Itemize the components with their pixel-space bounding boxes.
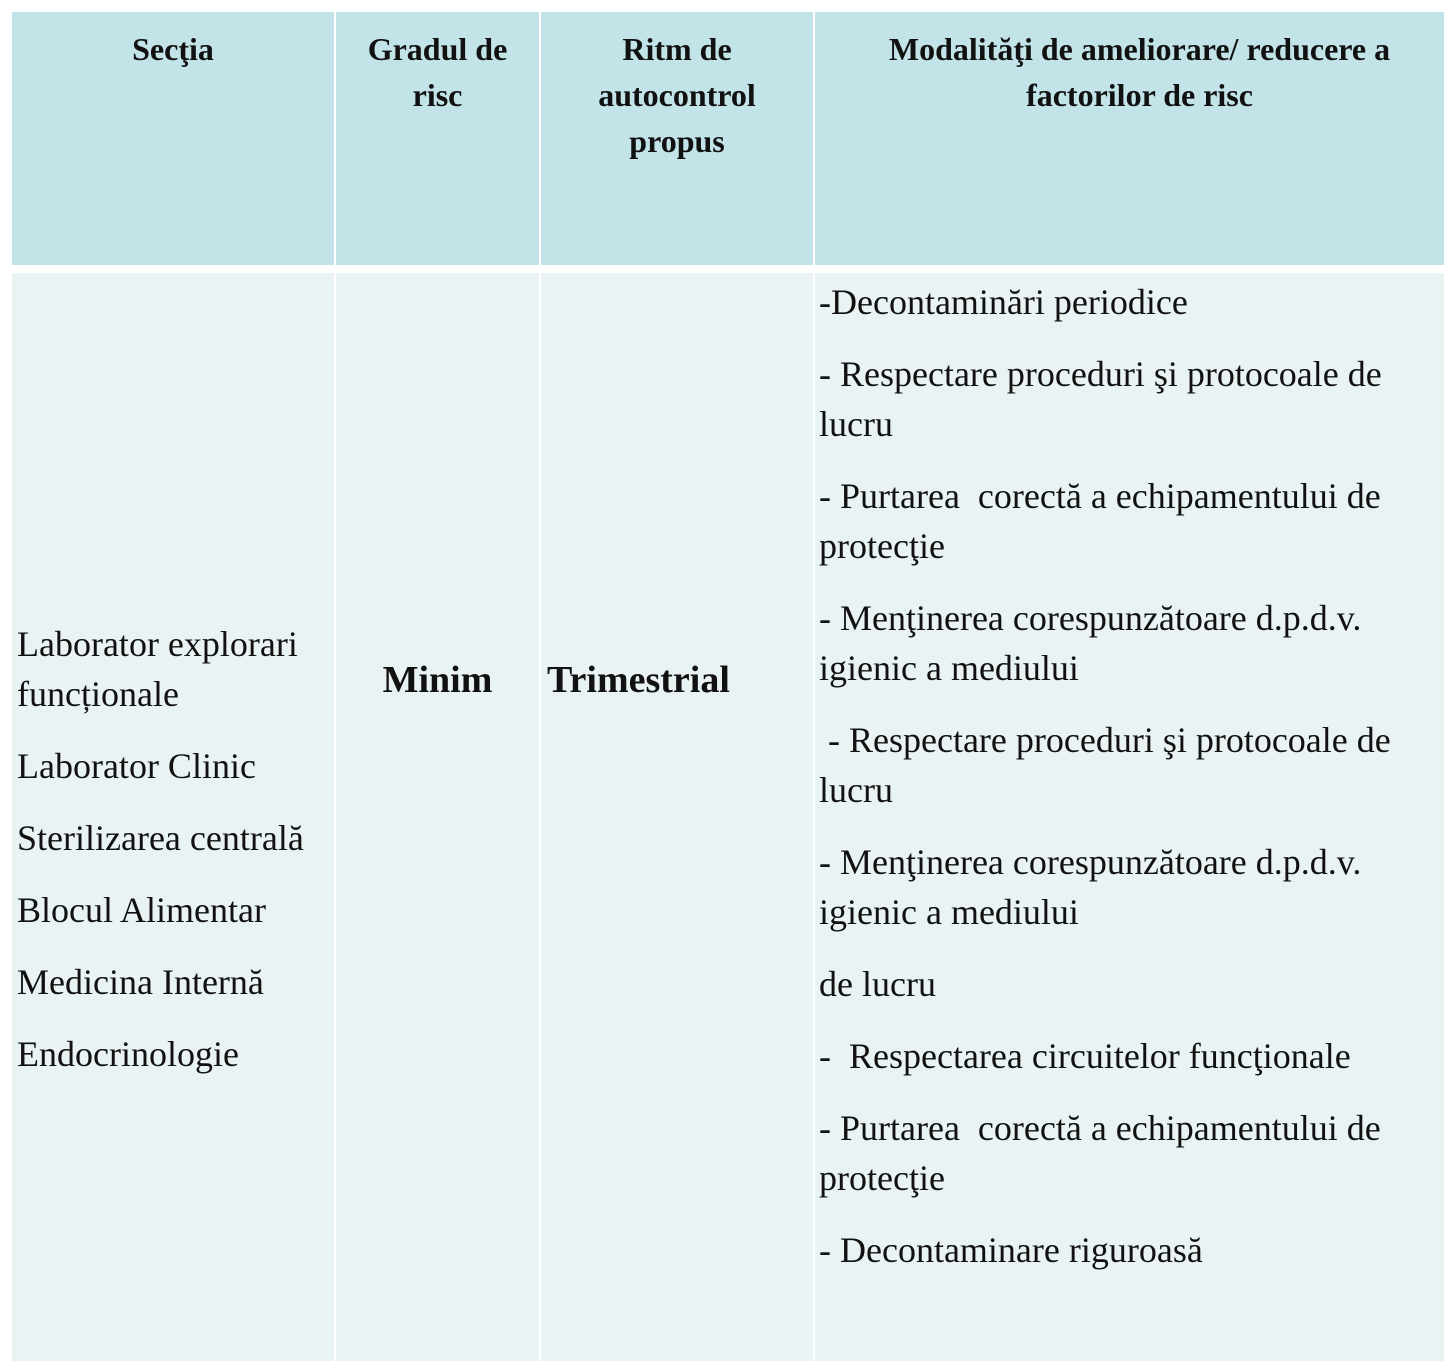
measure-item: - Purtarea corectă a echipamentului de p… — [819, 1108, 1390, 1198]
measure-item: - Menţinerea corespunzătoare d.p.d.v. ig… — [819, 842, 1371, 932]
header-cell: Gradul de risc — [336, 12, 539, 265]
measures-cell: -Decontaminări periodice - Respectare pro… — [815, 273, 1444, 1361]
header-cell: Ritm de autocontrol propus — [541, 12, 813, 265]
section-item: Sterilizarea centrală — [17, 818, 304, 858]
sections-cell: Laborator explorari funcționale Laborator… — [12, 273, 334, 1361]
measure-item: - Respectare proceduri şi protocoale de … — [819, 720, 1400, 810]
section-item: Laborator explorari funcționale — [17, 624, 307, 714]
section-item: Blocul Alimentar — [17, 890, 266, 930]
section-item: Medicina Internă — [17, 962, 264, 1002]
measure-item: -Decontaminări periodice — [819, 282, 1188, 322]
measure-item: de lucru — [819, 964, 936, 1004]
section-item: Laborator Clinic — [17, 746, 256, 786]
measure-item: - Respectarea circuitelor funcţionale — [819, 1036, 1351, 1076]
measure-item: - Menţinerea corespunzătoare d.p.d.v. ig… — [819, 598, 1371, 688]
rhythm-text: Trimestrial — [547, 659, 730, 701]
measure-item: - Decontaminare riguroasă — [819, 1230, 1203, 1270]
header-cell: Modalităţi de ameliorare/ reducere a fac… — [815, 12, 1444, 265]
rhythm-cell: Trimestrial — [541, 273, 813, 1361]
risk-cell: Minim — [336, 273, 539, 1361]
risk-text: Minim — [382, 659, 493, 701]
header-cell: Secţia — [12, 12, 334, 265]
measure-item: - Respectare proceduri şi protocoale de … — [819, 354, 1391, 444]
measure-item: - Purtarea corectă a echipamentului de p… — [819, 476, 1390, 566]
section-item: Endocrinologie — [17, 1034, 239, 1074]
